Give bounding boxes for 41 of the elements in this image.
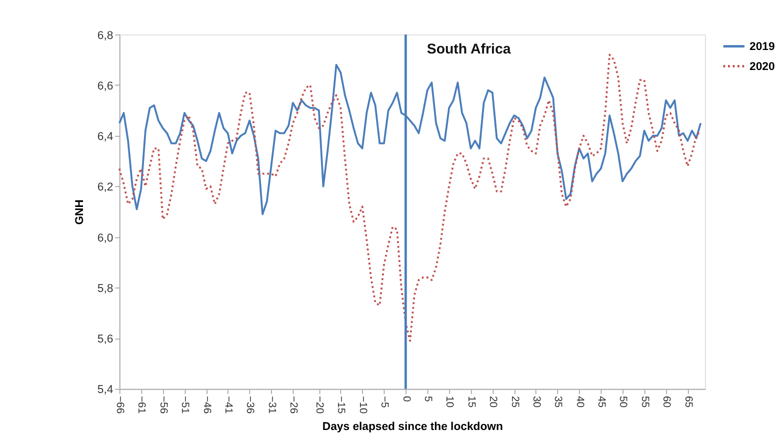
x-tick-label: 30 xyxy=(530,396,542,408)
y-axis-title: GNH xyxy=(74,200,86,225)
x-tick-label: 10 xyxy=(444,396,455,408)
x-tick-label: 20 xyxy=(487,396,498,408)
x-tick-label: −10 xyxy=(356,396,368,414)
x-tick-label: −5 xyxy=(378,396,390,408)
x-tick-label: 55 xyxy=(638,396,650,408)
x-tick-label: −41 xyxy=(222,396,234,414)
text: South Africa xyxy=(426,41,511,58)
y-tick-label: 6,6 xyxy=(97,80,114,92)
line-series xyxy=(118,54,702,342)
y-tick-label: 5,4 xyxy=(97,384,114,396)
x-tick-label: −26 xyxy=(288,396,299,414)
y-tick-label: 6,8 xyxy=(97,30,114,42)
x-tick-label: 15 xyxy=(465,396,476,408)
legend-label: 2020 xyxy=(750,61,775,74)
x-axis-title: Days elapsed since the lockdown xyxy=(322,420,503,433)
x-tick-label: −46 xyxy=(200,396,212,414)
x-tick-label: −56 xyxy=(157,396,168,414)
y-tick-label: 6,0 xyxy=(97,232,114,244)
x-tick-label: −61 xyxy=(136,396,147,414)
x-tick-label: 45 xyxy=(596,396,607,408)
x-tick-label: 40 xyxy=(574,396,585,408)
x-tick-label: 35 xyxy=(552,396,564,408)
legend-label: 2019 xyxy=(750,41,775,54)
x-tick-label: −20 xyxy=(314,396,325,414)
y-tick-label: 6,4 xyxy=(97,131,114,144)
x-tick-label: 25 xyxy=(508,396,520,408)
x-tick-label: 60 xyxy=(660,396,672,408)
x-tick-label: 0 xyxy=(400,396,412,402)
x-tick-label: −36 xyxy=(244,396,256,414)
x-tick-label: −66 xyxy=(114,396,126,414)
x-tick-label: 5 xyxy=(422,396,433,402)
y-tick-label: 5,8 xyxy=(97,282,114,295)
x-tick-label: −51 xyxy=(179,396,190,414)
x-tick-label: 65 xyxy=(682,396,694,408)
y-tick-label: 5,6 xyxy=(97,334,114,346)
y-tick-label: 6,2 xyxy=(97,182,114,194)
x-tick-label: 50 xyxy=(617,396,628,408)
x-tick-label: −31 xyxy=(266,396,277,414)
x-tick-label: −15 xyxy=(335,396,346,414)
